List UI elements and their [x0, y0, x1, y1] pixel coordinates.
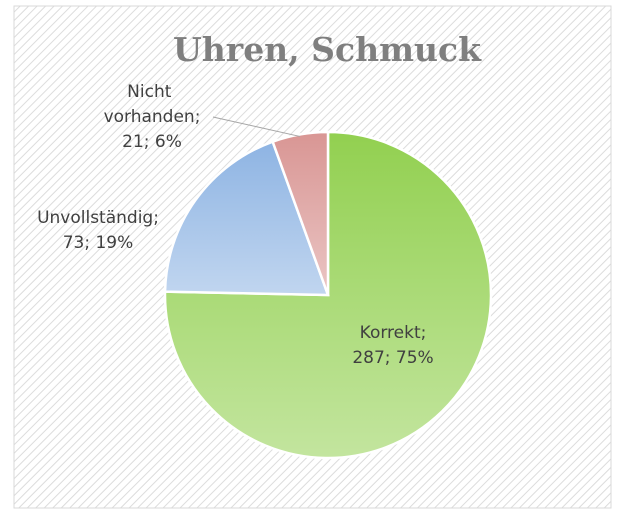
category-label: Korrekt; — [360, 323, 427, 343]
category-label: Nicht vorhanden; — [104, 82, 201, 127]
chart-title: Uhren, Schmuck — [173, 30, 482, 69]
value-label: 21; 6% — [122, 132, 182, 152]
slice-shade — [163, 140, 330, 297]
leader-line — [212, 116, 301, 137]
slice-shade — [271, 130, 330, 296]
value-label: 73; 19% — [63, 233, 134, 253]
value-label: 287; 75% — [352, 348, 433, 368]
category-label: Unvollständig; — [37, 208, 159, 228]
slice-group — [163, 140, 330, 297]
slice-group — [271, 130, 330, 296]
